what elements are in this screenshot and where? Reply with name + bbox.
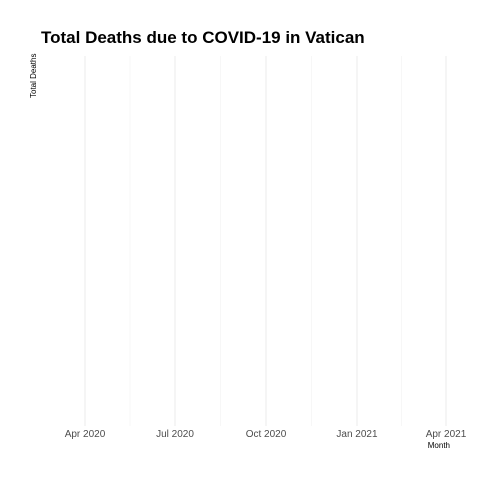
y-axis-title: Total Deaths [29, 54, 38, 98]
x-tick-label: Apr 2021 [426, 429, 467, 440]
x-tick-label: Jan 2021 [336, 429, 378, 440]
x-tick-label: Oct 2020 [246, 429, 287, 440]
chart-title: Total Deaths due to COVID-19 in Vatican [41, 28, 365, 47]
grid-layer [84, 56, 447, 426]
x-tick-labels: Apr 2020 Jul 2020 Oct 2020 Jan 2021 Apr 2021 [65, 429, 467, 440]
x-axis-title: Month [428, 441, 450, 450]
x-tick-label: Jul 2020 [156, 429, 194, 440]
x-tick-label: Apr 2020 [65, 429, 106, 440]
